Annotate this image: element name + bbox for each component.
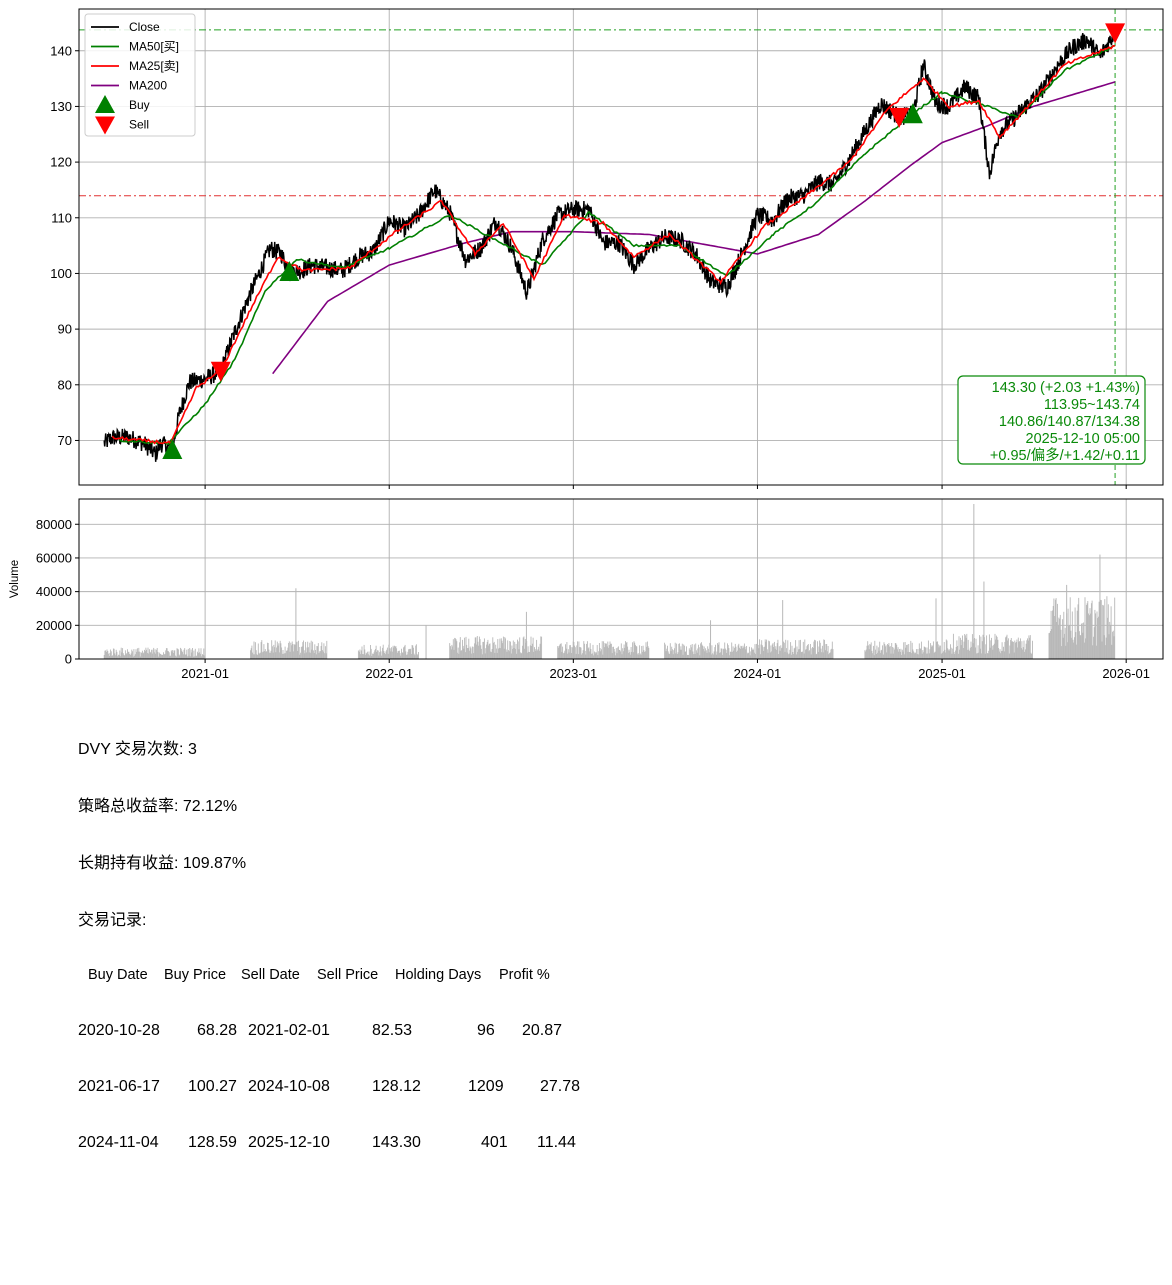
x-tick-label: 2022-01 — [365, 666, 413, 681]
legend-label: Buy — [129, 98, 150, 112]
trade-sell-date: 2024-10-08 — [248, 1078, 330, 1095]
trade-sell-price: 128.12 — [372, 1078, 421, 1095]
trade-buy-date: 2024-11-04 — [78, 1134, 159, 1151]
trade-log-title: 交易记录: — [78, 912, 147, 929]
legend: Close MA50[买] MA25[卖] MA200 Buy Sell — [84, 13, 196, 137]
info-box-frame — [957, 375, 1146, 465]
close-line — [103, 32, 1116, 462]
volume-y-tick-label: 40000 — [36, 584, 72, 599]
trade-holding-days: 96 — [477, 1022, 495, 1039]
trade-table-header: Buy Date Buy Price Sell Date Sell Price … — [78, 967, 550, 983]
col-buy-price: Buy Price — [164, 967, 227, 983]
volume-y-tick-label: 0 — [65, 652, 72, 667]
trade-buy-price: 100.27 — [188, 1078, 237, 1095]
col-profit: Profit % — [499, 967, 550, 983]
price-y-tick-label: 90 — [58, 322, 72, 337]
trade-holding-days: 401 — [481, 1134, 508, 1151]
price-y-tick-label: 130 — [50, 99, 72, 114]
legend-label: Close — [129, 20, 160, 34]
x-tick-label: 2024-01 — [734, 666, 782, 681]
col-sell-price: Sell Price — [317, 967, 379, 983]
trade-sell-date: 2021-02-01 — [248, 1022, 330, 1039]
price-panel-frame — [78, 8, 1164, 486]
price-series — [103, 32, 1116, 462]
volume-y-tick-label: 20000 — [36, 618, 72, 633]
ma25-line — [111, 44, 1116, 446]
info-line: 140.86/140.87/134.38 — [999, 414, 1140, 430]
volume-y-axis: 0 20000 40000 60000 80000 — [36, 517, 79, 667]
buy-marker — [279, 260, 300, 281]
volume-y-tick-label: 80000 — [36, 517, 72, 532]
col-buy-date: Buy Date — [88, 967, 148, 983]
strategy-stats: DVY 交易次数: 3 策略总收益率: 72.12% 长期持有收益: 109.8… — [78, 702, 580, 1170]
x-tick-label: 2021-01 — [181, 666, 229, 681]
trade-buy-date: 2020-10-28 — [78, 1022, 160, 1039]
trade-profit: 20.87 — [522, 1022, 563, 1039]
price-y-tick-label: 110 — [51, 210, 72, 225]
price-y-tick-label: 70 — [58, 433, 72, 448]
strategy-return: 策略总收益率: 72.12% — [78, 798, 238, 815]
trade-row: 2024-11-04 128.59 2025-12-10 143.30 401 … — [78, 1133, 576, 1151]
trade-row: 2020-10-28 68.28 2021-02-01 82.53 96 20.… — [78, 1021, 562, 1039]
info-line: 143.30 (+2.03 +1.43%) — [992, 380, 1140, 396]
legend-swatch — [95, 95, 115, 113]
info-line: 2025-12-10 05:00 — [1026, 431, 1141, 447]
legend-label: MA50[买] — [129, 40, 179, 54]
price-y-tick-label: 80 — [58, 377, 72, 392]
x-axis: 2021-01 2022-01 2023-01 2024-01 2025-01 2026-… — [181, 485, 1150, 681]
volume-axis-label: Volume — [9, 560, 21, 598]
x-tick-label: 2025-01 — [918, 666, 966, 681]
legend-box — [84, 13, 196, 137]
info-line: 113.95~143.74 — [1044, 397, 1140, 413]
x-tick-label: 2023-01 — [549, 666, 597, 681]
trade-buy-price: 68.28 — [197, 1022, 238, 1039]
legend-label: Sell — [129, 118, 149, 132]
legend-swatch — [95, 116, 115, 135]
trade-holding-days: 1209 — [468, 1078, 504, 1095]
info-box: 143.30 (+2.03 +1.43%)113.95~143.74140.86… — [957, 375, 1146, 465]
trade-row: 2021-06-17 100.27 2024-10-08 128.12 1209… — [78, 1077, 580, 1095]
col-holding-days: Holding Days — [395, 967, 482, 983]
trade-buy-price: 128.59 — [188, 1134, 237, 1151]
trade-sell-date: 2025-12-10 — [248, 1134, 330, 1151]
price-y-axis: 70 80 90 100 110 120 130 140 — [50, 43, 79, 448]
trade-markers — [162, 23, 1126, 460]
price-y-tick-label: 140 — [50, 43, 72, 58]
volume-panel-frame — [78, 498, 1164, 660]
volume-y-tick-label: 60000 — [36, 550, 72, 565]
chart-canvas: 70 80 90 100 110 120 130 140 Close MA50[买] MA25[卖… — [9, 8, 1164, 681]
trade-sell-price: 143.30 — [372, 1134, 421, 1151]
buy-marker — [902, 103, 923, 124]
volume-bars — [103, 504, 1116, 659]
legend-label: MA25[卖] — [129, 59, 179, 73]
buy-marker — [162, 439, 183, 460]
trade-buy-date: 2021-06-17 — [78, 1078, 160, 1095]
sell-marker — [1105, 23, 1126, 44]
trade-sell-price: 82.53 — [372, 1022, 413, 1039]
volume-grid — [79, 499, 1163, 660]
sell-marker — [210, 361, 231, 382]
x-tick-label: 2026-01 — [1102, 666, 1150, 681]
sell-marker — [889, 107, 910, 128]
legend-label: MA200 — [129, 79, 167, 93]
price-y-tick-label: 120 — [50, 155, 72, 170]
trade-profit: 11.44 — [537, 1134, 576, 1151]
price-y-tick-label: 100 — [50, 266, 72, 281]
trade-profit: 27.78 — [540, 1078, 581, 1095]
ma200-line — [272, 81, 1116, 375]
trade-count: DVY 交易次数: 3 — [78, 741, 197, 758]
col-sell-date: Sell Date — [241, 967, 300, 983]
info-line: +0.95/偏多/+1.42/+0.11 — [990, 447, 1140, 464]
